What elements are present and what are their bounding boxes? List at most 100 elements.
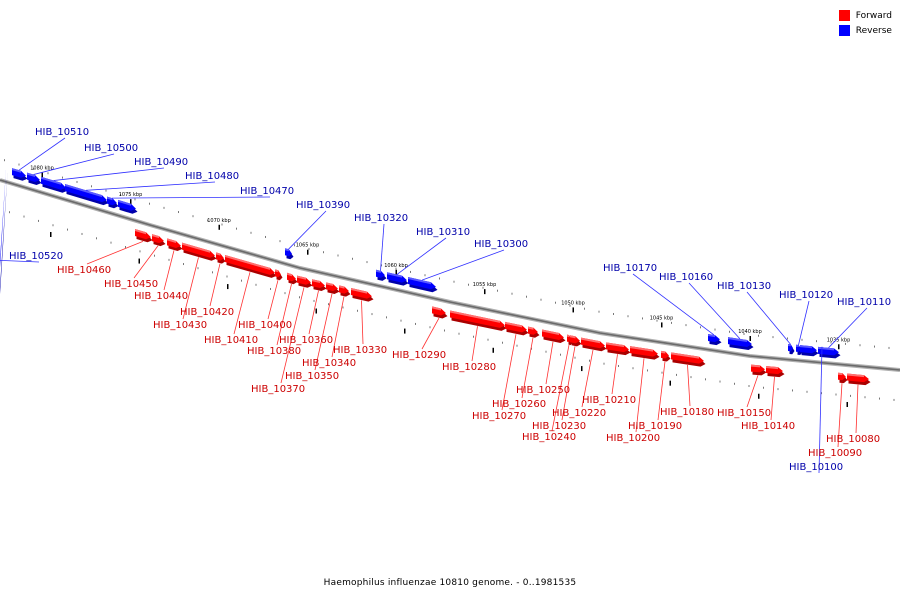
tick-mark [38,219,39,222]
gene-label[interactable]: HIB_10400 [238,320,292,331]
gene-label[interactable]: HIB_10510 [35,127,89,138]
gene-label[interactable]: HIB_10190 [628,421,682,432]
gene-label[interactable]: HIB_10180 [660,407,714,418]
gene-highlight [225,255,270,270]
scale-label: 1070 kbp [207,218,231,224]
gene-highlight [152,234,159,239]
gene-label[interactable]: HIB_10380 [247,346,301,357]
tick-mark [192,215,194,218]
tick-mark [134,198,136,201]
gene-label[interactable]: HIB_10230 [532,421,586,432]
gene-highlight [287,272,292,277]
gene-label[interactable]: HIB_10300 [474,239,528,250]
gene-label[interactable]: HIB_10140 [741,421,795,432]
gene-label[interactable]: HIB_10320 [354,213,408,224]
reverse-swatch [838,25,850,36]
legend-reverse: Reverse [838,23,892,38]
gene-highlight [27,172,35,177]
tick-mark [279,240,281,243]
gene-highlight [326,282,333,286]
scale-major-tick [404,328,406,334]
tick-mark [255,283,257,286]
scale-major-tick [669,380,671,386]
gene-label[interactable]: HIB_10390 [296,200,350,211]
gene-label[interactable]: HIB_10270 [472,411,526,422]
gene-label[interactable]: HIB_10440 [134,291,188,302]
gene-highlight [118,199,131,206]
label-leader [361,300,364,345]
gene-highlight [661,350,666,354]
gene-label[interactable]: HIB_10160 [659,272,713,283]
gene-label[interactable]: HIB_10520 [9,251,63,262]
label-leader [209,263,221,307]
tick-mark [250,231,252,234]
scale-major-tick [315,308,317,314]
gene-label[interactable]: HIB_10250 [516,385,570,396]
label-leader [688,282,741,340]
scale-major-tick [846,402,848,408]
gene-label[interactable]: HIB_10350 [285,371,339,382]
gene-highlight [606,342,624,348]
tick-mark [400,319,402,322]
gene-label[interactable]: HIB_10500 [84,143,138,154]
gene-label[interactable]: HIB_10430 [153,320,207,331]
gene-label[interactable]: HIB_10280 [442,362,496,373]
gene-label[interactable]: HIB_10330 [333,345,387,356]
gene-arrow[interactable] [0,169,6,362]
tick-mark [178,211,179,214]
tick-mark [386,316,387,319]
tick-mark [859,344,861,347]
gene-label[interactable]: HIB_10220 [552,408,606,419]
gene-label[interactable]: HIB_10260 [492,399,546,410]
gene-highlight [728,337,747,342]
tick-mark [415,322,416,325]
tick-mark [482,286,484,289]
tick-mark [453,280,455,283]
tick-mark [830,341,832,344]
gene-label[interactable]: HIB_10370 [251,384,305,395]
tick-mark [806,390,808,393]
tick-mark [96,237,97,240]
scale-ticks [4,159,895,401]
gene-label[interactable]: HIB_10240 [522,432,576,443]
gene-highlight [339,285,345,289]
tick-mark [381,264,382,267]
gene-label[interactable]: HIB_10420 [180,307,234,318]
gene-label[interactable]: HIB_10090 [808,448,862,459]
gene-label[interactable]: HIB_10290 [392,350,446,361]
tick-mark [429,326,431,329]
backbone-line [0,179,900,371]
gene-label[interactable]: HIB_10130 [717,281,771,292]
label-leader [288,210,327,250]
gene-label[interactable]: HIB_10310 [416,227,470,238]
gene-label[interactable]: HIB_10100 [789,462,843,473]
gene-label[interactable]: HIB_10450 [104,279,158,290]
gene-highlight [528,326,534,330]
gene-label[interactable]: HIB_10470 [240,186,294,197]
label-leader [770,376,775,421]
gene-label[interactable]: HIB_10210 [582,395,636,406]
tick-mark [105,189,107,192]
gene-label[interactable]: HIB_10120 [779,290,833,301]
label-leader [746,375,759,408]
scale-major-tick [41,172,43,178]
gene-label[interactable]: HIB_10080 [826,434,880,445]
gene-label[interactable]: HIB_10200 [606,433,660,444]
gene-label[interactable]: HIB_10170 [603,263,657,274]
gene-label[interactable]: HIB_10480 [185,171,239,182]
gene-features [0,168,871,386]
gene-label[interactable]: HIB_10410 [204,335,258,346]
tick-mark [763,386,764,389]
gene-label[interactable]: HIB_10150 [717,408,771,419]
gene-label[interactable]: HIB_10360 [279,335,333,346]
tick-mark [705,378,706,381]
gene-label[interactable]: HIB_10340 [302,358,356,369]
gene-label[interactable]: HIB_10490 [134,157,188,168]
gene-highlight [708,334,715,338]
gene-label[interactable]: HIB_10110 [837,297,891,308]
tick-mark [241,279,242,282]
label-leader [687,364,691,407]
label-leader [635,358,645,433]
tick-mark [4,159,5,162]
gene-label[interactable]: HIB_10460 [57,265,111,276]
